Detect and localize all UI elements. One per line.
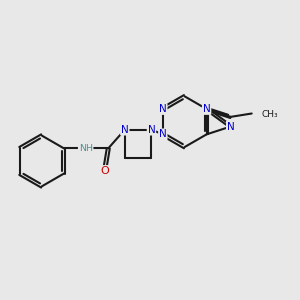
Text: N: N — [148, 125, 155, 135]
Text: N: N — [159, 129, 167, 139]
Text: N: N — [121, 125, 129, 135]
Text: CH₃: CH₃ — [262, 110, 278, 119]
Text: N: N — [203, 104, 211, 114]
Text: N: N — [159, 104, 167, 114]
Text: NH: NH — [79, 144, 93, 153]
Text: O: O — [100, 166, 109, 176]
Text: N: N — [227, 122, 235, 131]
